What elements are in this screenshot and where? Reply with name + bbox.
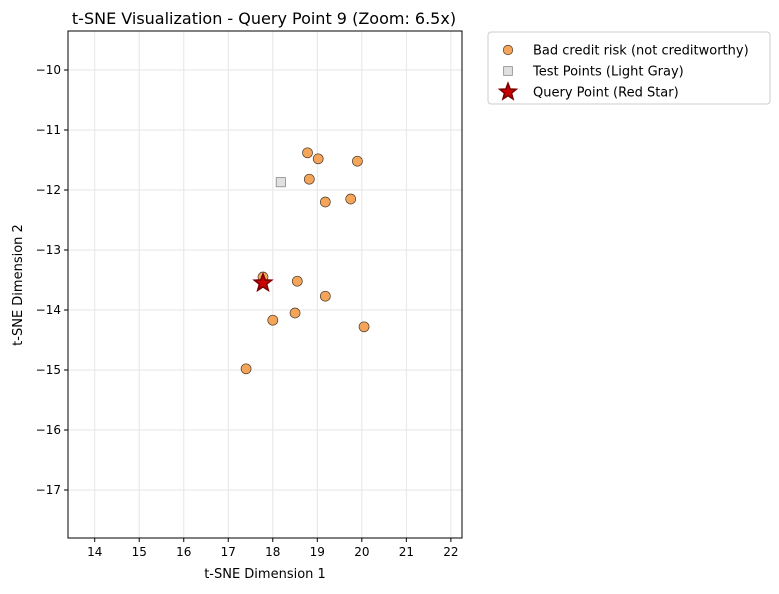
bad-credit-point (291, 275, 303, 287)
y-tick-label: −14 (36, 303, 61, 317)
legend-label: Bad credit risk (not creditworthy) (533, 44, 749, 59)
x-tick-label: 16 (176, 545, 191, 559)
chart-title: t-SNE Visualization - Query Point 9 (Zoo… (72, 9, 456, 28)
x-tick-label: 21 (399, 545, 414, 559)
y-tick-label: −12 (36, 183, 61, 197)
query-point-star (252, 271, 274, 293)
bad-credit-point (345, 193, 357, 205)
test-point (275, 177, 286, 188)
y-tick-label: −16 (36, 423, 61, 437)
plot-frame (67, 30, 463, 539)
y-tick-label: −13 (36, 243, 61, 257)
bad-credit-point (352, 155, 363, 167)
grid (68, 31, 462, 538)
x-axis-ticks: 14 15 16 17 18 19 20 21 22 (87, 538, 459, 559)
x-tick-label: 22 (443, 545, 458, 559)
bad-credit-point (319, 290, 331, 302)
bad-credit-point (303, 173, 315, 185)
y-axis-label: t-SNE Dimension 2 (11, 224, 26, 346)
legend-marker-1 (502, 44, 514, 56)
legend-marker-3 (497, 81, 519, 101)
x-tick-label: 17 (221, 545, 236, 559)
x-tick-label: 14 (87, 545, 102, 559)
y-tick-label: −15 (36, 363, 61, 377)
legend-label: Query Point (Red Star) (533, 86, 679, 101)
y-axis-ticks: −10 −11 −12 −13 −14 −15 −16 −17 (36, 63, 68, 497)
y-tick-label: −10 (36, 63, 61, 77)
legend-marker-2 (503, 66, 513, 76)
bad-credit-point (312, 153, 324, 165)
x-tick-label: 19 (310, 545, 325, 559)
x-tick-label: 15 (132, 545, 147, 559)
bad-credit-point (289, 307, 301, 319)
bad-credit-point (240, 363, 252, 375)
bad-credit-point (358, 321, 370, 333)
bad-credit-point (302, 147, 313, 159)
x-axis-label: t-SNE Dimension 1 (204, 567, 326, 582)
data-marks (240, 147, 370, 375)
bad-credit-point (267, 314, 279, 326)
x-tick-label: 18 (265, 545, 280, 559)
x-tick-label: 20 (354, 545, 369, 559)
legend-label: Test Points (Light Gray) (532, 65, 684, 80)
legend: Bad credit risk (not creditworthy) Test P… (487, 31, 771, 105)
bad-credit-point (319, 196, 331, 208)
legend-frame (487, 31, 771, 105)
y-tick-label: −17 (36, 483, 61, 497)
y-tick-label: −11 (36, 123, 61, 137)
